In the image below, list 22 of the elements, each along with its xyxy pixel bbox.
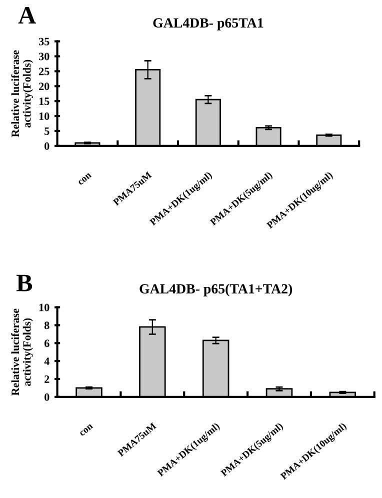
- y-tick-label: 10: [39, 112, 50, 120]
- chart-title: GAL4DB- p65(TA1+TA2): [140, 284, 292, 296]
- x-tick-label: con: [78, 172, 92, 186]
- x-tick-label: con: [79, 424, 94, 436]
- y-axis-title: Relative luciferase activity(Folds): [11, 50, 33, 138]
- y-tick-label: 8: [44, 322, 50, 330]
- y-axis-title: Relative luciferase activity(Folds): [11, 308, 33, 396]
- y-tick-label: 4: [44, 358, 50, 365]
- y-tick-label: 2: [44, 375, 50, 383]
- y-tick-label: 10: [39, 304, 50, 312]
- y-tick-label: 6: [44, 340, 50, 348]
- text: B: [16, 274, 32, 292]
- y-tick-label: 20: [39, 82, 50, 90]
- chart-title: GAL4DB- p65TA1: [153, 18, 264, 30]
- y-tick-label: 30: [38, 52, 50, 60]
- y-tick-label: 25: [39, 68, 50, 76]
- y-tick-label: 0: [44, 142, 50, 150]
- y-tick-label: 0: [44, 393, 50, 401]
- text: A: [18, 6, 36, 24]
- y-tick-label: 35: [38, 38, 50, 46]
- y-tick-label: 5: [44, 128, 50, 135]
- y-tick-label: 15: [39, 98, 50, 106]
